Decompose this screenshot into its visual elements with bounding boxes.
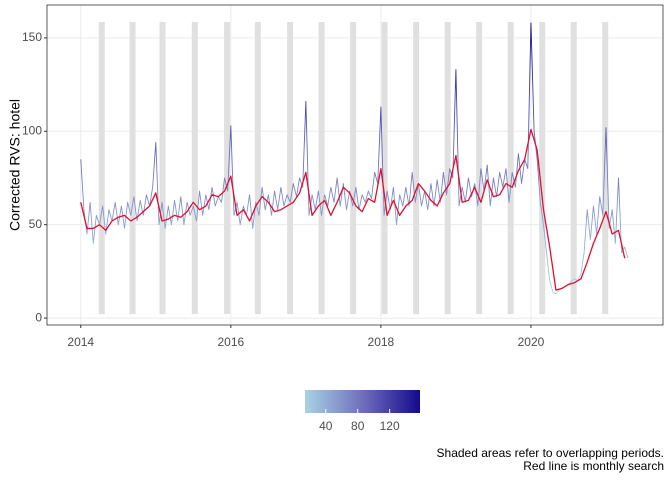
y-tick-label: 100 <box>22 123 42 137</box>
x-tick-label: 2018 <box>368 335 395 349</box>
y-tick-label: 50 <box>29 217 43 231</box>
y-axis-label: Corrected RVS: hotel <box>7 99 23 231</box>
shaded-period <box>287 22 294 315</box>
shaded-period <box>570 22 577 315</box>
shaded-period <box>224 22 231 315</box>
series-line <box>80 128 626 291</box>
shaded-period <box>413 22 420 315</box>
y-tick-label: 150 <box>22 30 42 44</box>
shaded-period <box>539 22 546 315</box>
y-tick-label: 0 <box>35 310 42 324</box>
shaded-period <box>191 22 198 315</box>
shaded-period <box>98 22 105 315</box>
shaded-period <box>254 22 261 315</box>
x-tick-label: 2016 <box>217 335 244 349</box>
colorbar <box>305 390 420 413</box>
shaded-period <box>507 22 514 315</box>
shaded-period <box>602 22 609 315</box>
shaded-period <box>476 22 483 315</box>
shaded-period <box>159 22 166 315</box>
colorbar-label: 40 <box>319 419 333 433</box>
shaded-period <box>350 22 357 315</box>
caption: Shaded areas refer to overlapping period… <box>437 446 664 460</box>
shaded-period <box>444 22 451 315</box>
shaded-period <box>129 22 136 315</box>
x-tick-label: 2014 <box>67 335 94 349</box>
series-line <box>80 22 629 295</box>
x-tick-label: 2020 <box>518 335 545 349</box>
shaded-period <box>318 22 325 315</box>
caption: Red line is monthly search <box>523 459 664 473</box>
plot-border <box>46 4 664 326</box>
shaded-period <box>381 22 388 315</box>
colorbar-label: 80 <box>351 419 365 433</box>
colorbar-label: 120 <box>380 419 400 433</box>
